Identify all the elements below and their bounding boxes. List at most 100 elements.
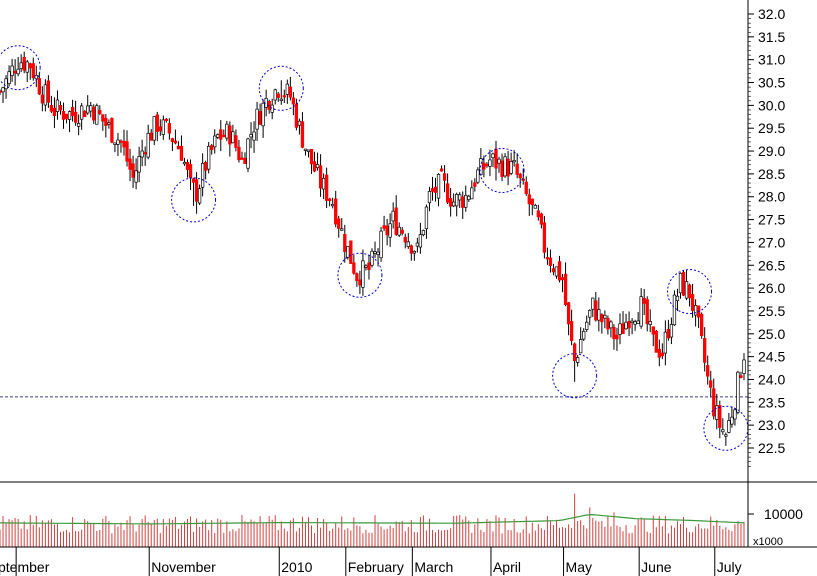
candle-down <box>276 93 280 98</box>
month-label: June <box>641 559 672 575</box>
candle-up <box>675 295 680 301</box>
candle-down <box>343 234 347 252</box>
candle-down <box>291 97 296 105</box>
candle-down <box>194 179 199 202</box>
candle-up <box>636 320 640 324</box>
candle-down <box>548 257 553 267</box>
candle-up <box>630 320 634 324</box>
candle-down <box>448 198 453 207</box>
candle-down <box>104 118 108 126</box>
candle-up <box>7 71 11 84</box>
candle-up <box>421 230 426 236</box>
candle-up <box>470 187 474 200</box>
candle-down <box>461 196 465 208</box>
candle-down <box>430 188 435 192</box>
candle-down <box>433 186 438 193</box>
candle-up <box>391 210 395 222</box>
candle-down <box>228 125 232 145</box>
candle-down <box>191 178 196 183</box>
candle-up <box>80 105 84 120</box>
candle-down <box>98 110 102 115</box>
candle-up <box>684 281 689 299</box>
candle-up <box>279 98 283 101</box>
candle-up <box>161 119 165 135</box>
candle-down <box>506 158 510 177</box>
candle-up <box>715 405 719 420</box>
candle-up <box>16 68 20 75</box>
candle-down <box>530 198 534 205</box>
candle-up <box>585 321 589 330</box>
candle-down <box>131 163 135 178</box>
candle-up <box>113 142 117 145</box>
month-label: February <box>348 559 404 575</box>
candle-down <box>606 318 610 330</box>
candle-up <box>406 241 410 247</box>
candle-down <box>473 182 477 187</box>
candle-down <box>594 300 598 321</box>
candle-down <box>403 236 407 243</box>
month-label: November <box>151 559 216 575</box>
candle-down <box>569 321 574 342</box>
candle-up <box>340 228 344 231</box>
month-label: ptember <box>0 559 50 575</box>
price-tick-label: 28.5 <box>758 166 785 182</box>
candle-down <box>718 404 722 428</box>
candle-down <box>712 388 716 417</box>
candle-up <box>152 116 156 141</box>
candle-down <box>485 163 489 167</box>
candle-up <box>140 150 144 158</box>
candle-down <box>176 145 181 150</box>
candle-down <box>288 86 292 98</box>
candle-down <box>385 225 389 236</box>
candle-down <box>660 352 664 357</box>
candle-up <box>303 148 308 151</box>
candle-up <box>503 156 507 177</box>
candle-up <box>306 149 311 152</box>
candle-up <box>216 134 220 138</box>
candle-down <box>70 106 75 116</box>
volume-tick-label: 10000 <box>764 506 803 522</box>
candle-down <box>681 271 686 296</box>
price-tick-label: 27.5 <box>758 212 785 228</box>
candle-down <box>527 194 531 205</box>
candle-down <box>61 110 66 120</box>
candle-up <box>134 170 138 183</box>
candle-down <box>621 323 625 335</box>
candle-up <box>55 99 60 112</box>
candle-up <box>624 321 628 330</box>
candle-down <box>164 118 168 121</box>
candle-up <box>724 434 728 437</box>
candle-down <box>328 198 332 201</box>
candle-down <box>739 375 743 378</box>
candle-up <box>388 223 392 238</box>
candle-up <box>576 357 580 363</box>
candle-up <box>67 111 72 120</box>
candle-down <box>352 262 356 274</box>
candle-down <box>627 321 631 329</box>
price-tick-label: 30.0 <box>758 97 785 113</box>
extreme-high-circle <box>479 147 525 193</box>
candle-down <box>237 146 241 161</box>
candle-up <box>25 61 29 73</box>
candle-up <box>249 134 253 138</box>
extreme-high-circle <box>667 269 713 315</box>
candle-up <box>633 321 637 325</box>
candle-up <box>116 139 120 145</box>
candle-down <box>542 222 547 253</box>
price-tick-label: 25.5 <box>758 303 785 319</box>
candle-up <box>370 250 374 266</box>
candle-down <box>52 107 57 117</box>
month-label: 2010 <box>281 559 312 575</box>
candle-down <box>482 162 486 170</box>
price-tick-label: 30.5 <box>758 75 785 91</box>
extreme-high-circle <box>258 65 304 111</box>
candle-down <box>92 106 96 121</box>
candle-down <box>518 173 522 179</box>
candle-down <box>222 134 226 137</box>
month-label: April <box>493 559 521 575</box>
candle-up <box>412 250 416 254</box>
candle-down <box>382 225 386 229</box>
candle-down <box>536 210 540 218</box>
candle-up <box>270 104 274 113</box>
candle-up <box>603 314 607 319</box>
